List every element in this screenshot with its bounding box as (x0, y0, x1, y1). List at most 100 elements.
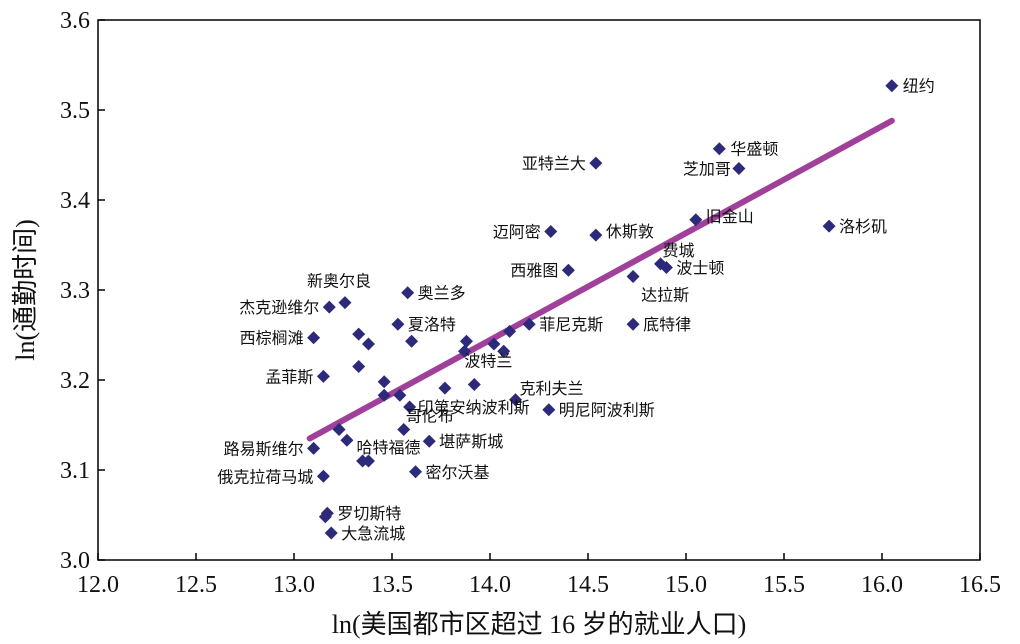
data-point (361, 337, 375, 351)
x-axis: 12.0 12.5 13.0 13.5 14.0 14.5 15.0 15.5 16.0 16.5 (77, 553, 1001, 598)
data-point (307, 441, 321, 455)
point-label: 华盛顿 (730, 140, 778, 159)
data-point (340, 433, 354, 447)
point-label: 大急流城 (341, 524, 405, 543)
data-point (459, 334, 473, 348)
data-point (332, 423, 346, 436)
data-point (522, 317, 536, 331)
point-label: 菲尼克斯 (539, 315, 603, 334)
y-axis: 3.0 3.1 3.2 3.3 3.4 3.5 3.6 (60, 8, 105, 574)
data-point (438, 381, 452, 395)
y-tick-label: 3.5 (60, 98, 90, 124)
point-label: 波士顿 (676, 259, 724, 278)
point-label: 俄克拉荷马城 (217, 467, 313, 486)
point-label: 洛杉矶 (839, 217, 887, 236)
y-tick-label: 3.6 (60, 8, 90, 34)
x-tick-label: 13.0 (273, 572, 315, 598)
point-label: 克利夫兰 (519, 379, 583, 398)
point-label: 哈特福德 (356, 438, 420, 457)
trend-line (306, 117, 895, 442)
data-point (318, 510, 332, 524)
point-label: 底特律 (643, 315, 691, 334)
data-point (503, 324, 517, 338)
point-label: 亚特兰大 (522, 154, 586, 173)
point-label: 达拉斯 (641, 286, 689, 305)
x-tick-label: 16.0 (861, 572, 903, 598)
x-tick-label: 12.0 (77, 572, 119, 598)
point-label: 波特兰 (464, 352, 512, 371)
point-label: 西棕榈滩 (240, 329, 304, 348)
data-point (377, 375, 391, 389)
point-label: 路易斯维尔 (224, 439, 304, 458)
y-axis-title: ln(通勤时间) (11, 219, 40, 361)
x-tick-label: 14.0 (469, 572, 511, 598)
data-point (542, 403, 556, 417)
data-point (391, 317, 405, 331)
y-tick-label: 3.1 (60, 458, 90, 484)
plot-area (97, 19, 981, 561)
x-tick-label: 13.5 (371, 572, 413, 598)
x-tick-label: 12.5 (175, 572, 217, 598)
data-point (422, 434, 436, 448)
point-label: 堪萨斯城 (439, 432, 503, 451)
data-point (659, 261, 673, 274)
data-point (508, 393, 522, 407)
x-tick-label: 15.5 (763, 572, 805, 598)
data-point (458, 344, 472, 358)
data-point (322, 300, 336, 314)
point-label: 西雅图 (510, 261, 558, 280)
data-point (316, 369, 330, 383)
x-tick-label: 14.5 (567, 572, 609, 598)
point-label: 罗切斯特 (337, 504, 401, 523)
data-point (316, 469, 330, 483)
data-point (561, 263, 575, 277)
y-tick-label: 3.3 (60, 278, 90, 304)
data-point (397, 423, 411, 436)
point-label: 纽约 (903, 77, 935, 96)
data-point (589, 156, 603, 170)
data-point (401, 286, 415, 300)
data-point (467, 378, 481, 391)
data-point (393, 388, 407, 402)
data-point (361, 454, 375, 468)
point-label: 新奥尔良 (307, 272, 371, 291)
point-label: 印第安纳波利斯 (418, 398, 530, 417)
y-tick-label: 3.4 (60, 188, 90, 214)
data-point (405, 334, 419, 348)
data-point (338, 296, 352, 310)
data-point (403, 400, 417, 414)
data-point (324, 526, 338, 540)
data-point (377, 388, 391, 402)
y-tick-label: 3.2 (60, 368, 90, 394)
data-point (885, 79, 899, 93)
data-point (497, 344, 511, 358)
point-label: 芝加哥 (683, 160, 731, 179)
point-label: 密尔沃基 (426, 463, 490, 482)
point-label: 旧金山 (706, 207, 754, 226)
point-label: 夏洛特 (408, 315, 456, 334)
x-tick-label: 15.0 (665, 572, 707, 598)
point-label: 孟菲斯 (265, 367, 313, 386)
x-axis-title: ln(美国都市区超过 16 岁的就业人口) (332, 610, 747, 639)
point-label: 明尼阿波利斯 (559, 401, 655, 420)
data-point (352, 360, 366, 373)
data-point (589, 228, 603, 242)
data-point (712, 142, 726, 156)
x-tick-label: 16.5 (959, 572, 1001, 598)
data-point (409, 465, 423, 479)
point-label: 休斯敦 (606, 222, 654, 241)
data-point (626, 317, 640, 331)
data-point (307, 331, 321, 345)
data-point (487, 337, 501, 351)
data-point (689, 213, 703, 227)
point-label: 奥兰多 (418, 284, 466, 303)
point-label: 迈阿密 (493, 223, 541, 242)
y-tick-label: 3.0 (60, 548, 90, 574)
point-label: 杰克逊维尔 (239, 298, 319, 317)
data-point (544, 225, 558, 238)
data-point (352, 327, 366, 341)
data-point (822, 219, 836, 233)
point-label: 费城 (663, 241, 695, 260)
